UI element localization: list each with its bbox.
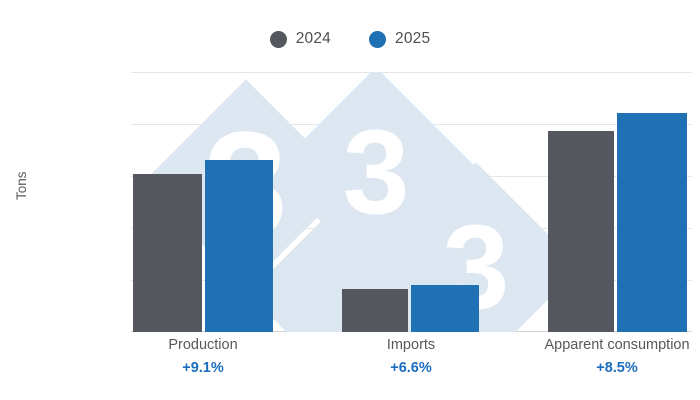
bar-imports-2025[interactable] — [411, 285, 479, 332]
category-change-badge: +6.6% — [390, 360, 432, 376]
legend-label: 2025 — [395, 30, 431, 47]
bar-apparent-consumption-2024[interactable] — [548, 131, 614, 332]
bar-apparent-consumption-2025[interactable] — [617, 113, 687, 332]
category-production: Production +9.1% — [103, 336, 303, 378]
circle-icon — [369, 30, 386, 48]
x-axis-categories: Production +9.1% Imports +6.6% Apparent … — [131, 336, 692, 396]
category-label: Production — [168, 337, 238, 353]
category-apparent-consumption: Apparent consumption +8.5% — [517, 336, 700, 378]
bar-imports-2024[interactable] — [342, 289, 408, 332]
category-change-badge: +8.5% — [596, 360, 638, 376]
bars-layer — [131, 72, 692, 332]
bar-production-2025[interactable] — [205, 160, 273, 332]
bar-production-2024[interactable] — [133, 174, 202, 332]
category-change-badge: +9.1% — [182, 360, 224, 376]
legend-item-2025[interactable]: 2025 — [369, 30, 430, 48]
legend-item-2024[interactable]: 2024 — [269, 30, 331, 48]
circle-icon — [269, 30, 287, 48]
category-label: Imports — [386, 337, 436, 353]
legend-label: 2024 — [295, 30, 331, 47]
chart-legend: 2024 2025 — [0, 30, 700, 48]
category-label: Apparent consumption — [544, 337, 690, 353]
y-axis-title: Tons — [14, 171, 29, 200]
category-imports: Imports +6.6% — [311, 336, 511, 378]
